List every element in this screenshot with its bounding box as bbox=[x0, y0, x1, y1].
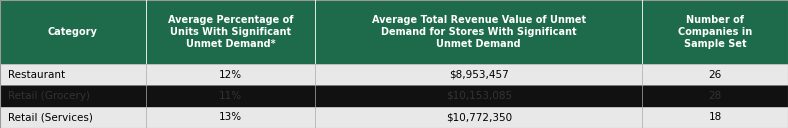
Text: $10,153,085: $10,153,085 bbox=[446, 91, 511, 101]
Bar bbox=[642, 85, 788, 107]
Bar bbox=[0, 85, 146, 107]
Text: $8,953,457: $8,953,457 bbox=[449, 70, 508, 80]
Bar bbox=[146, 85, 315, 107]
Bar bbox=[0, 64, 146, 85]
Bar bbox=[146, 107, 315, 128]
Text: $10,772,350: $10,772,350 bbox=[446, 112, 511, 122]
Text: Number of
Companies in
Sample Set: Number of Companies in Sample Set bbox=[678, 15, 753, 49]
Bar bbox=[642, 107, 788, 128]
Bar bbox=[0, 0, 146, 64]
Text: Retail (Services): Retail (Services) bbox=[8, 112, 93, 122]
Bar bbox=[642, 0, 788, 64]
Bar bbox=[315, 0, 642, 64]
Bar bbox=[642, 64, 788, 85]
Text: Average Total Revenue Value of Unmet
Demand for Stores With Significant
Unmet De: Average Total Revenue Value of Unmet Dem… bbox=[372, 15, 585, 49]
Bar bbox=[0, 107, 146, 128]
Text: Category: Category bbox=[48, 27, 98, 37]
Bar bbox=[315, 107, 642, 128]
Text: 11%: 11% bbox=[219, 91, 242, 101]
Text: 12%: 12% bbox=[219, 70, 242, 80]
Text: Average Percentage of
Units With Significant
Unmet Demand*: Average Percentage of Units With Signifi… bbox=[168, 15, 293, 49]
Text: 26: 26 bbox=[708, 70, 722, 80]
Bar bbox=[315, 64, 642, 85]
Text: Restaurant: Restaurant bbox=[8, 70, 65, 80]
Text: 18: 18 bbox=[708, 112, 722, 122]
Bar bbox=[146, 0, 315, 64]
Bar bbox=[146, 64, 315, 85]
Text: 28: 28 bbox=[708, 91, 722, 101]
Text: Retail (Grocery): Retail (Grocery) bbox=[8, 91, 90, 101]
Bar bbox=[315, 85, 642, 107]
Text: 13%: 13% bbox=[219, 112, 242, 122]
